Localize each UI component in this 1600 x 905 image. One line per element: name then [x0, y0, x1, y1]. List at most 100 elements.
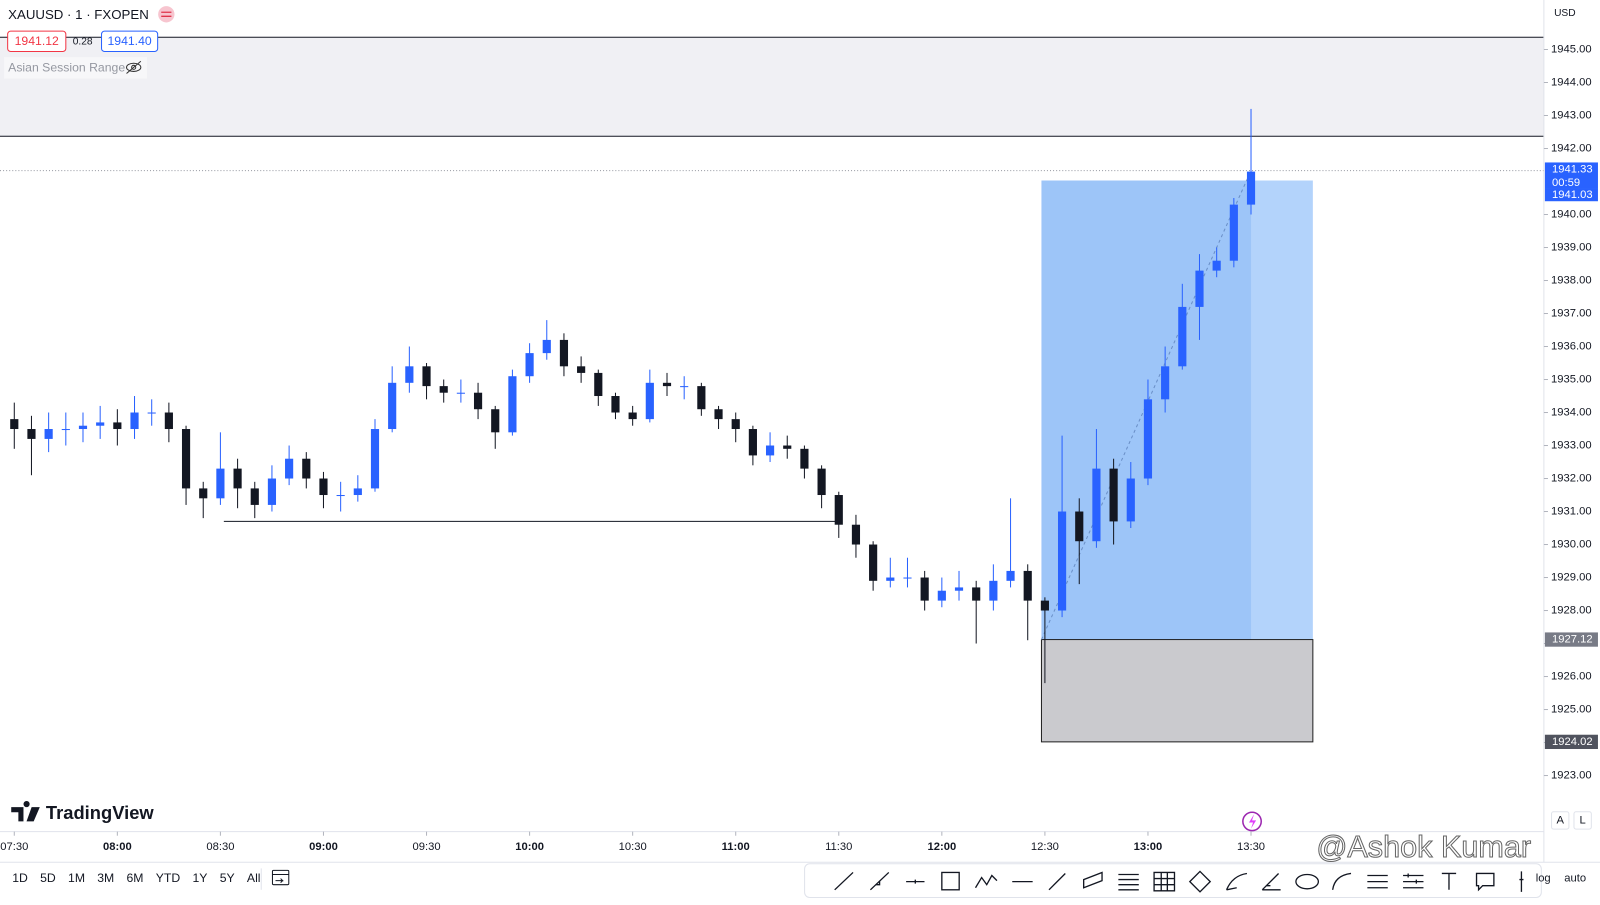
- brand-name[interactable]: TradingView: [46, 802, 155, 823]
- stop-badge: [1544, 734, 1598, 750]
- log-toggle[interactable]: log: [1536, 873, 1551, 885]
- symbol-title[interactable]: XAUUSD · 1 · FXOPEN: [8, 7, 149, 22]
- pattern-tool[interactable]: [1188, 870, 1212, 893]
- path-tool[interactable]: [974, 874, 998, 889]
- tradingview-logo: [11, 801, 40, 822]
- ask-box[interactable]: [101, 30, 159, 53]
- candle-body: [851, 524, 861, 545]
- candle-body: [731, 419, 740, 430]
- fib-tool[interactable]: [1118, 873, 1139, 891]
- candle-body: [954, 587, 964, 591]
- candle-body: [199, 488, 208, 499]
- y-tick-label: 1936.00: [1551, 340, 1592, 352]
- callout-tool[interactable]: [1475, 872, 1495, 892]
- y-tick-label: 1942.00: [1551, 142, 1592, 154]
- target-badge: [1544, 188, 1598, 202]
- parallel-tool[interactable]: [1048, 873, 1066, 891]
- candle-body: [989, 580, 998, 601]
- candle-body: [1246, 171, 1256, 205]
- bid-price[interactable]: 1941.12: [15, 34, 59, 48]
- candle-body: [1109, 468, 1118, 522]
- range-button[interactable]: YTD: [156, 871, 181, 885]
- rectangle-tool[interactable]: [941, 871, 960, 891]
- range-button[interactable]: All: [247, 871, 261, 885]
- auto-scale-button[interactable]: [1551, 811, 1570, 830]
- brush-tool[interactable]: [1225, 872, 1248, 891]
- indicator-name[interactable]: Asian Session Range: [8, 61, 125, 75]
- candle-body: [1178, 306, 1187, 367]
- candle-body: [1212, 260, 1221, 271]
- candle-body: [1075, 511, 1084, 542]
- candle-body: [147, 412, 156, 414]
- candle-body: [1161, 366, 1170, 400]
- y-tick-label: 1935.00: [1551, 373, 1592, 385]
- candle-body: [456, 392, 465, 394]
- candle-body: [577, 366, 586, 373]
- bid-box[interactable]: [7, 30, 67, 53]
- gann-tool[interactable]: [1153, 871, 1176, 892]
- y-tick-label: 1940.00: [1551, 208, 1592, 220]
- forecast-tool[interactable]: [1261, 873, 1281, 891]
- auto-toggle[interactable]: auto: [1564, 873, 1586, 885]
- ray-tool[interactable]: [869, 871, 890, 891]
- candle-body: [1006, 570, 1015, 581]
- range-button[interactable]: 6M: [127, 871, 144, 885]
- candle-body: [302, 458, 311, 479]
- goto-date-icon[interactable]: [271, 869, 290, 886]
- candle-body: [628, 412, 637, 420]
- candle-body: [697, 386, 706, 410]
- candle-body: [439, 386, 448, 393]
- ellipse-tool[interactable]: [1295, 873, 1320, 890]
- x-tick-label: 12:30: [1031, 841, 1059, 853]
- stop-label: 1924.02: [1552, 736, 1593, 748]
- watermark: @Ashok Kumar: [1316, 830, 1531, 864]
- y-tick-label: 1932.00: [1551, 472, 1592, 484]
- x-tick-label: 09:30: [412, 841, 440, 853]
- candle-body: [473, 392, 483, 410]
- log-scale-label[interactable]: L: [1580, 814, 1586, 826]
- hide-icon[interactable]: [126, 60, 142, 74]
- range-button[interactable]: 5Y: [220, 871, 235, 885]
- last-price-label: 1941.33: [1552, 164, 1593, 176]
- entry-badge: [1544, 632, 1598, 647]
- range-button[interactable]: 1Y: [192, 871, 207, 885]
- price-range-tool[interactable]: [1403, 873, 1424, 889]
- range-button[interactable]: 1M: [68, 871, 85, 885]
- cursor-tool[interactable]: [1519, 871, 1524, 892]
- candle-body: [370, 429, 380, 489]
- range-button[interactable]: 1D: [12, 871, 28, 885]
- range-button[interactable]: 5D: [40, 871, 56, 885]
- auto-scale-label[interactable]: A: [1556, 814, 1564, 826]
- candle-body: [542, 339, 551, 354]
- candle-body: [1040, 600, 1049, 611]
- y-tick-label: 1939.00: [1551, 241, 1592, 253]
- channel-tool[interactable]: [1083, 871, 1103, 889]
- x-tick-label: 12:00: [927, 841, 956, 853]
- horizontal-ray-tool[interactable]: [906, 879, 925, 884]
- candle-body: [886, 577, 895, 581]
- candle-body: [44, 429, 53, 439]
- currency[interactable]: USD: [1554, 8, 1576, 19]
- y-tick-label: 1943.00: [1551, 109, 1592, 121]
- ask-price[interactable]: 1941.40: [107, 34, 151, 48]
- candle-body: [233, 468, 242, 489]
- spread: 0.28: [73, 37, 93, 48]
- candle-body: [611, 396, 620, 413]
- text-tool[interactable]: [1441, 872, 1457, 890]
- trend-line-tool[interactable]: [834, 871, 854, 891]
- candle-body: [113, 422, 122, 430]
- candle-body: [130, 412, 139, 430]
- x-tick-label: 11:30: [825, 841, 852, 853]
- candle-body: [817, 468, 826, 496]
- market-status-icon[interactable]: [158, 6, 175, 23]
- measure-tool[interactable]: [1367, 874, 1388, 889]
- log-scale-button[interactable]: [1573, 811, 1592, 830]
- curve-tool[interactable]: [1331, 872, 1352, 890]
- indicator-legend[interactable]: [4, 57, 147, 79]
- candle-body: [10, 419, 19, 430]
- range-button[interactable]: 3M: [97, 871, 114, 885]
- alert-icon[interactable]: [1242, 811, 1262, 832]
- x-tick-label: 09:00: [309, 841, 338, 853]
